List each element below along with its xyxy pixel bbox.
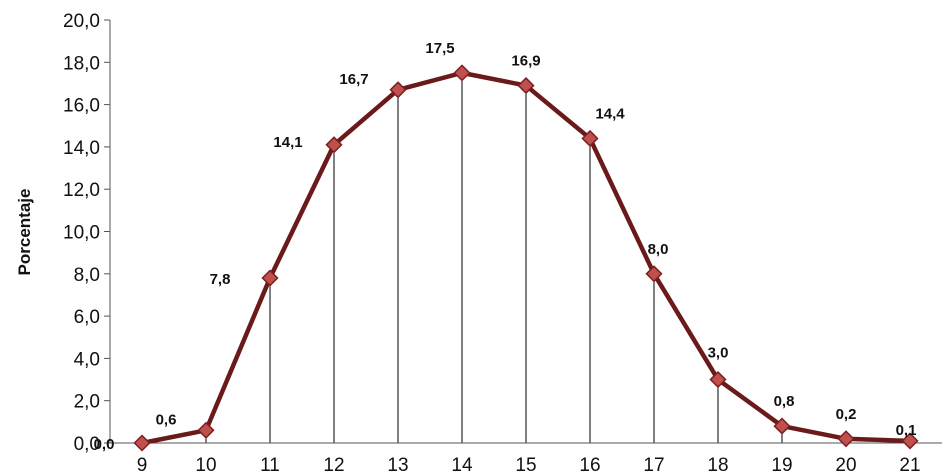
y-tick-label: 10,0 [63, 223, 100, 244]
drop-lines [205, 72, 911, 443]
data-marker [133, 434, 151, 452]
data-marker [261, 269, 279, 287]
y-tick-label: 4,0 [74, 349, 100, 370]
y-tick-label: 14,0 [63, 138, 100, 159]
x-tick-label: 17 [643, 455, 664, 475]
x-tick-label: 10 [195, 455, 216, 475]
x-tick-label: 21 [899, 455, 920, 475]
data-label: 0,1 [896, 422, 917, 439]
x-axis-ticks: 9 10 11 12 13 14 15 16 17 18 19 20 21 [137, 455, 921, 475]
y-tick-label: 8,0 [74, 265, 100, 286]
data-label: 3,0 [708, 345, 729, 362]
data-label: 14,4 [595, 105, 625, 122]
data-marker [581, 129, 599, 148]
data-label: 8,0 [648, 241, 669, 258]
data-marker [837, 430, 855, 448]
y-axis-ticks: 0,0 2,0 4,0 6,0 8,0 10,0 12,0 14,0 16,0 18,0 20,0 [63, 11, 110, 455]
data-label: 0,0 [94, 436, 115, 453]
y-tick-label: 2,0 [74, 392, 100, 413]
data-marker [389, 81, 407, 99]
data-marker [645, 265, 663, 283]
y-tick-label: 16,0 [63, 96, 100, 117]
y-axis-title: Porcentaje [15, 189, 34, 276]
data-label: 16,7 [339, 71, 368, 88]
data-marker [773, 417, 791, 435]
data-label: 7,8 [210, 271, 231, 288]
y-tick-label: 6,0 [74, 307, 100, 328]
y-tick-label: 12,0 [63, 180, 100, 201]
x-tick-label: 14 [451, 455, 473, 475]
y-tick-label: 20,0 [63, 11, 100, 32]
data-markers [133, 64, 919, 452]
data-label: 16,9 [511, 53, 540, 70]
data-label: 17,5 [425, 40, 454, 57]
data-marker [709, 370, 727, 389]
data-marker [197, 421, 215, 439]
data-marker [453, 64, 471, 82]
data-marker [325, 136, 343, 154]
y-tick-label: 0,0 [74, 434, 100, 455]
data-label: 0,2 [836, 406, 857, 423]
data-labels: 0,0 0,6 7,8 14,1 16,7 17,5 16,9 14,4 8,0 3,0 0,8 0,… [94, 40, 917, 453]
x-tick-label: 16 [579, 455, 600, 475]
data-label: 0,8 [774, 393, 795, 410]
data-label: 0,6 [156, 411, 177, 428]
data-label: 14,1 [273, 134, 302, 151]
y-tick-label: 18,0 [63, 53, 100, 74]
x-tick-label: 9 [137, 455, 148, 475]
x-tick-label: 15 [515, 455, 536, 475]
data-marker [901, 432, 919, 450]
x-tick-label: 18 [707, 455, 728, 475]
x-tick-label: 11 [260, 455, 280, 475]
data-marker [517, 77, 535, 95]
x-tick-label: 20 [835, 455, 856, 475]
x-tick-label: 19 [771, 455, 792, 475]
x-tick-label: 12 [323, 455, 344, 475]
x-tick-label: 13 [387, 455, 408, 475]
